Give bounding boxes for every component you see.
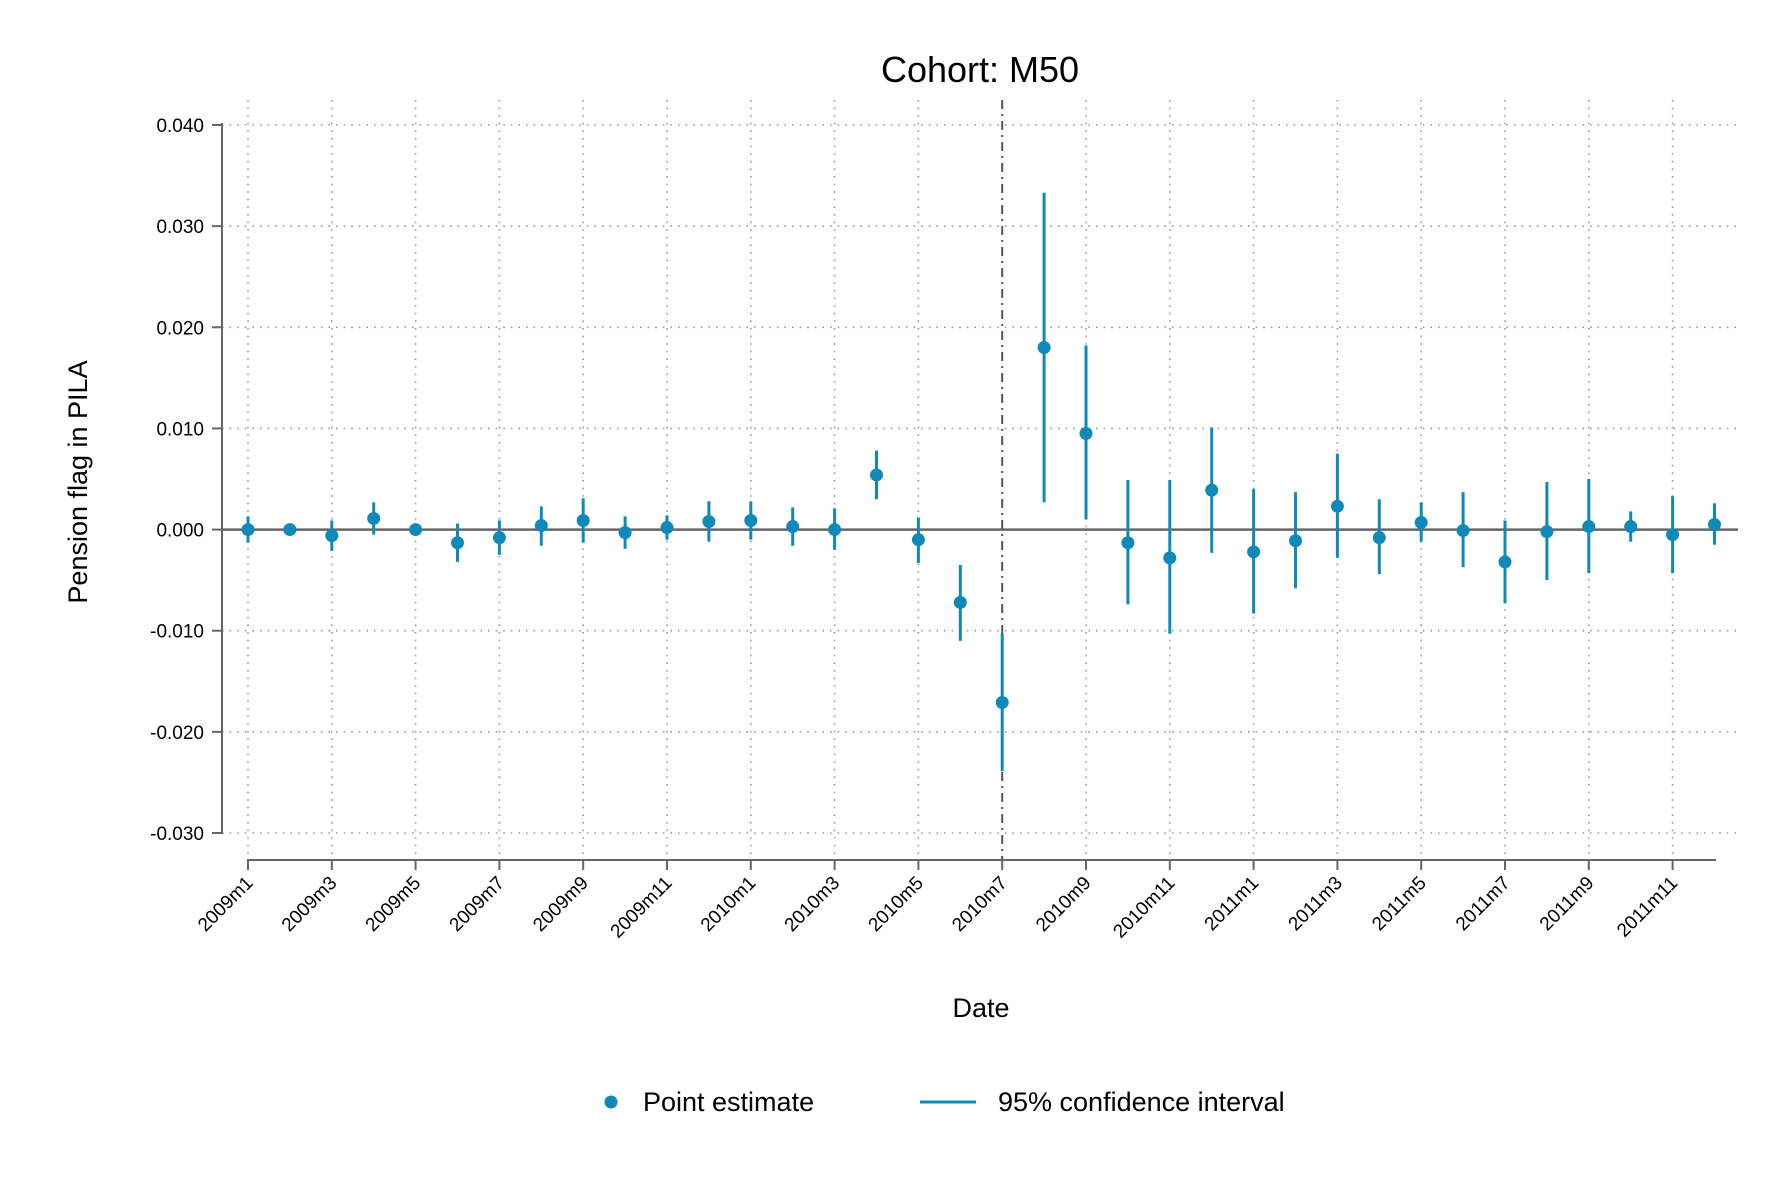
point-2009m8 [534,519,548,533]
point-2009m7 [492,531,506,545]
legend-label-point: Point estimate [643,1087,814,1117]
point-2009m11 [660,521,674,535]
y-tick-label: -0.020 [150,723,204,744]
point-2011m3 [1330,499,1344,513]
point-2010m12 [1205,483,1219,497]
point-2010m10 [1121,536,1135,550]
point-2009m9 [576,513,590,527]
point-2011m4 [1372,531,1386,545]
point-2009m12 [702,514,716,528]
grid-layer [222,100,1738,858]
point-2010m7 [995,696,1009,710]
legend-label-ci: 95% confidence interval [998,1087,1285,1117]
point-2011m6 [1456,524,1470,538]
axes [221,123,1716,861]
x-tick-label: 2009m11 [607,873,677,943]
y-tick-label: -0.010 [150,622,204,643]
y-tick-label: 0.020 [156,318,204,339]
point-2009m2 [283,523,297,537]
x-tick-label: 2010m7 [948,873,1011,936]
reference-lines [222,100,1738,860]
y-tick-label: 0.010 [156,419,204,440]
x-tick-label: 2010m11 [1109,873,1179,943]
point-2011m2 [1289,534,1302,548]
point-2010m1 [744,513,758,527]
x-tick-label: 2011m5 [1368,873,1430,935]
y-tick-label: -0.030 [150,824,204,845]
point-2011m5 [1414,515,1428,529]
x-tick-label: 2010m3 [781,873,844,936]
y-axis-ticks: 0.040 0.030 0.020 0.010 0.000 -0.010 -0.020 -0.… [150,116,222,845]
y-tick-label: 0.040 [156,116,204,137]
chart-title: Cohort: M50 [881,49,1079,90]
x-tick-label: 2009m3 [278,873,341,936]
x-tick-label: 2011m7 [1452,873,1514,935]
point-2010m4 [870,468,883,482]
point-2011m9 [1582,520,1596,534]
point-2010m8 [1037,341,1051,355]
x-tick-label: 2011m3 [1285,873,1347,935]
x-tick-label: 2009m1 [194,873,257,936]
point-2011m12 [1708,518,1721,532]
x-axis-title: Date [952,993,1009,1023]
point-2009m1 [241,523,255,537]
y-tick-label: 0.000 [156,521,204,542]
x-tick-label: 2009m5 [362,873,425,936]
x-tick-label: 2010m5 [865,873,928,936]
point-2010m2 [786,520,800,534]
x-axis-ticks: 2009m1 2009m3 2009m5 2009m7 2009m9 2009m11 201… [194,860,1682,943]
point-2011m1 [1247,545,1261,559]
point-2011m8 [1540,525,1554,539]
x-tick-label: 2010m9 [1032,873,1095,936]
point-2010m9 [1079,426,1093,440]
x-tick-label: 2011m1 [1201,873,1263,935]
legend-marker-point [604,1095,618,1109]
point-estimates [241,341,1721,710]
point-2009m4 [367,511,381,525]
x-tick-label: 2011m9 [1536,873,1598,935]
point-2011m11 [1666,528,1680,542]
point-2010m5 [911,533,925,547]
point-2010m11 [1163,551,1177,565]
point-2011m10 [1624,520,1638,534]
legend: Point estimate 95% confidence interval [604,1087,1285,1117]
point-2010m6 [953,595,967,609]
point-2011m7 [1498,555,1512,569]
point-2009m10 [618,526,632,540]
point-2009m5 [409,523,423,537]
point-2009m3 [325,529,339,543]
y-tick-label: 0.030 [156,217,204,238]
point-2010m3 [828,523,842,537]
confidence-intervals [246,192,1716,772]
x-tick-label: 2011m11 [1613,873,1682,942]
x-tick-label: 2009m7 [446,873,509,936]
x-tick-label: 2010m1 [697,873,760,936]
y-axis-title: Pension flag in PILA [63,360,93,603]
point-2009m6 [451,536,464,550]
x-tick-label: 2009m9 [529,873,592,936]
